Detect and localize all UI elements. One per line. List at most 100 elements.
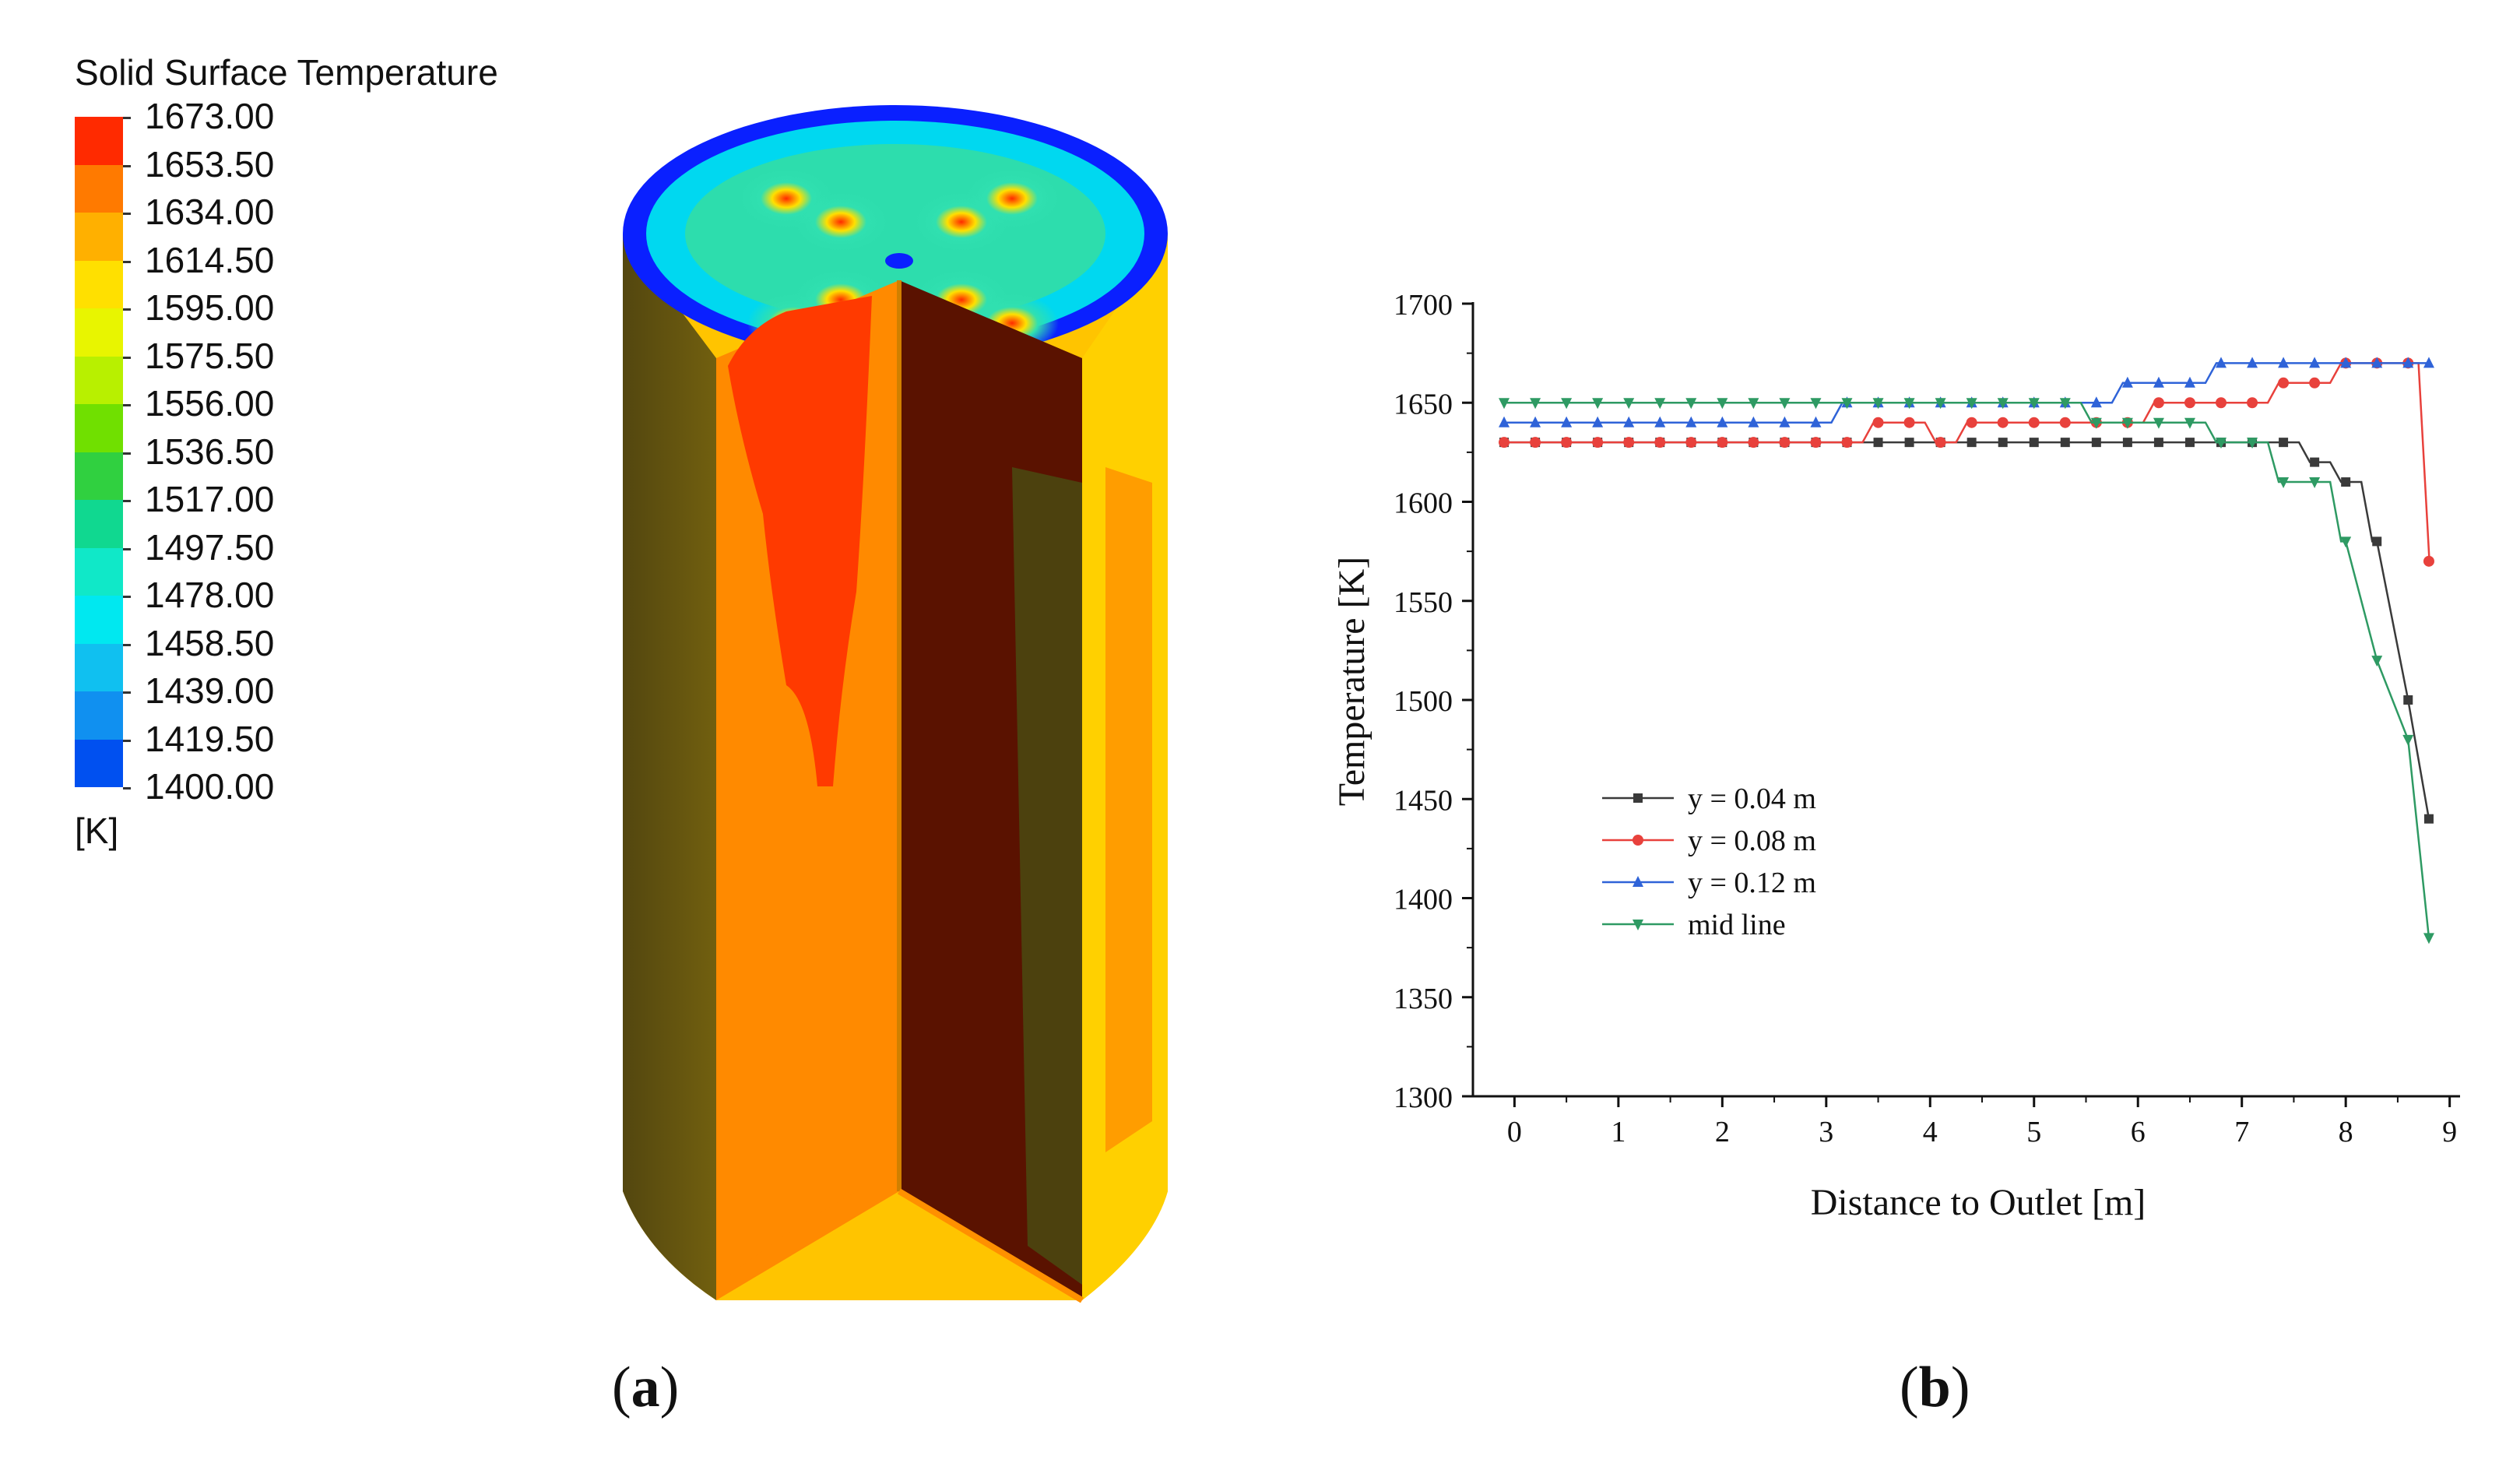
legend-level-label: 1595.00 — [145, 287, 275, 328]
legend-level-label: 1556.00 — [145, 383, 275, 424]
data-point — [2423, 555, 2434, 567]
series-line — [1504, 362, 2430, 563]
series-0 — [1499, 438, 2434, 824]
data-point — [1717, 437, 1728, 448]
data-point — [1903, 398, 1915, 410]
legend-entry: y = 0.04 m — [1602, 782, 1816, 815]
legend-tick — [123, 739, 131, 742]
legend-tick — [123, 787, 131, 790]
legend-tick — [123, 213, 131, 215]
y-tick-label: 1500 — [1394, 685, 1453, 718]
legend-level-label: 1634.00 — [145, 192, 275, 232]
legend-swatch — [75, 691, 123, 740]
data-point — [2029, 438, 2039, 448]
data-point — [2059, 398, 2071, 410]
data-point — [2279, 438, 2289, 448]
data-point — [2278, 357, 2290, 368]
data-point — [1810, 437, 1822, 448]
data-point — [2372, 536, 2382, 547]
data-point — [2402, 357, 2414, 368]
series-line — [1504, 441, 2430, 819]
data-point — [1654, 437, 1666, 448]
legend-tick — [123, 356, 131, 359]
y-tick-label: 1650 — [1394, 388, 1453, 420]
data-point — [2153, 397, 2164, 409]
data-point — [2340, 536, 2352, 548]
legend-tick — [123, 452, 131, 455]
data-point — [1654, 398, 1666, 410]
data-point — [2059, 417, 2071, 428]
data-point — [2402, 734, 2414, 746]
x-tick-label: 2 — [1715, 1116, 1730, 1148]
legend-swatch — [75, 260, 123, 308]
data-point — [1810, 416, 1822, 427]
legend-level-label: 1419.50 — [145, 718, 275, 759]
legend-level-label: 1400.00 — [145, 766, 275, 807]
legend-swatch — [75, 547, 123, 596]
legend-label: y = 0.12 m — [1688, 867, 1816, 899]
legend-level-label: 1673.00 — [145, 96, 275, 136]
data-point — [2310, 457, 2320, 467]
data-point — [2216, 357, 2227, 368]
data-point — [2090, 417, 2102, 429]
data-point — [2309, 377, 2321, 389]
legend-entry: y = 0.12 m — [1602, 867, 1816, 899]
data-point — [1903, 417, 1915, 428]
chart-legend: y = 0.04 m y = 0.08 m y = 0.12 m mid line — [1602, 782, 1816, 941]
data-point — [2423, 357, 2434, 368]
y-tick-label: 1600 — [1394, 487, 1453, 520]
data-point — [2153, 417, 2164, 429]
data-point — [2091, 438, 2101, 448]
legend-swatch — [75, 404, 123, 452]
data-point — [1748, 398, 1759, 410]
x-tick-label: 1 — [1611, 1116, 1626, 1148]
data-point — [1779, 398, 1791, 410]
legend-label: y = 0.04 m — [1688, 782, 1816, 815]
data-point — [1623, 437, 1635, 448]
data-point — [1623, 416, 1635, 427]
x-tick-label: 7 — [2234, 1116, 2249, 1148]
data-point — [2247, 438, 2258, 449]
data-point — [1841, 398, 1853, 410]
x-axis-label: Distance to Outlet [m] — [1811, 1182, 2146, 1223]
data-point — [1685, 416, 1697, 427]
legend-marker — [1633, 793, 1643, 803]
y-axis-label: Temperature [K] — [1331, 557, 1372, 806]
data-point — [1530, 398, 1541, 410]
y-tick-label: 1300 — [1394, 1081, 1453, 1114]
legend-tick — [123, 691, 131, 694]
y-tick-label: 1450 — [1394, 784, 1453, 817]
legend-tick — [123, 164, 131, 167]
y-tick-label: 1550 — [1394, 586, 1453, 619]
data-point — [1561, 416, 1573, 427]
legend-swatch — [75, 213, 123, 261]
data-point — [1966, 438, 1977, 448]
data-point — [1904, 438, 1914, 448]
data-point — [1748, 416, 1759, 427]
legend-level-label: 1517.00 — [145, 479, 275, 519]
data-point — [2309, 357, 2321, 368]
legend-level-label: 1653.50 — [145, 143, 275, 185]
legend-swatch — [75, 643, 123, 691]
data-point — [1966, 417, 1977, 428]
legend-swatch — [75, 500, 123, 548]
data-point — [2184, 376, 2195, 388]
data-point — [1561, 398, 1573, 410]
data-point — [1748, 437, 1759, 448]
legend-tick — [123, 404, 131, 406]
legend-tick — [123, 596, 131, 598]
data-point — [1998, 438, 2008, 448]
legend-entry: mid line — [1602, 909, 1786, 941]
data-point — [2028, 398, 2040, 410]
chart-series — [1499, 357, 2434, 944]
data-point — [2309, 477, 2321, 489]
legend-unit: [K] — [75, 811, 119, 851]
legend-level-label: 1614.50 — [145, 239, 275, 280]
legend-label: y = 0.08 m — [1688, 825, 1816, 857]
x-tick-label: 3 — [1819, 1116, 1833, 1148]
data-point — [1717, 398, 1728, 410]
data-point — [2247, 397, 2258, 409]
y-tick-label: 1400 — [1394, 884, 1453, 916]
data-point — [1654, 416, 1666, 427]
data-point — [2247, 357, 2258, 368]
